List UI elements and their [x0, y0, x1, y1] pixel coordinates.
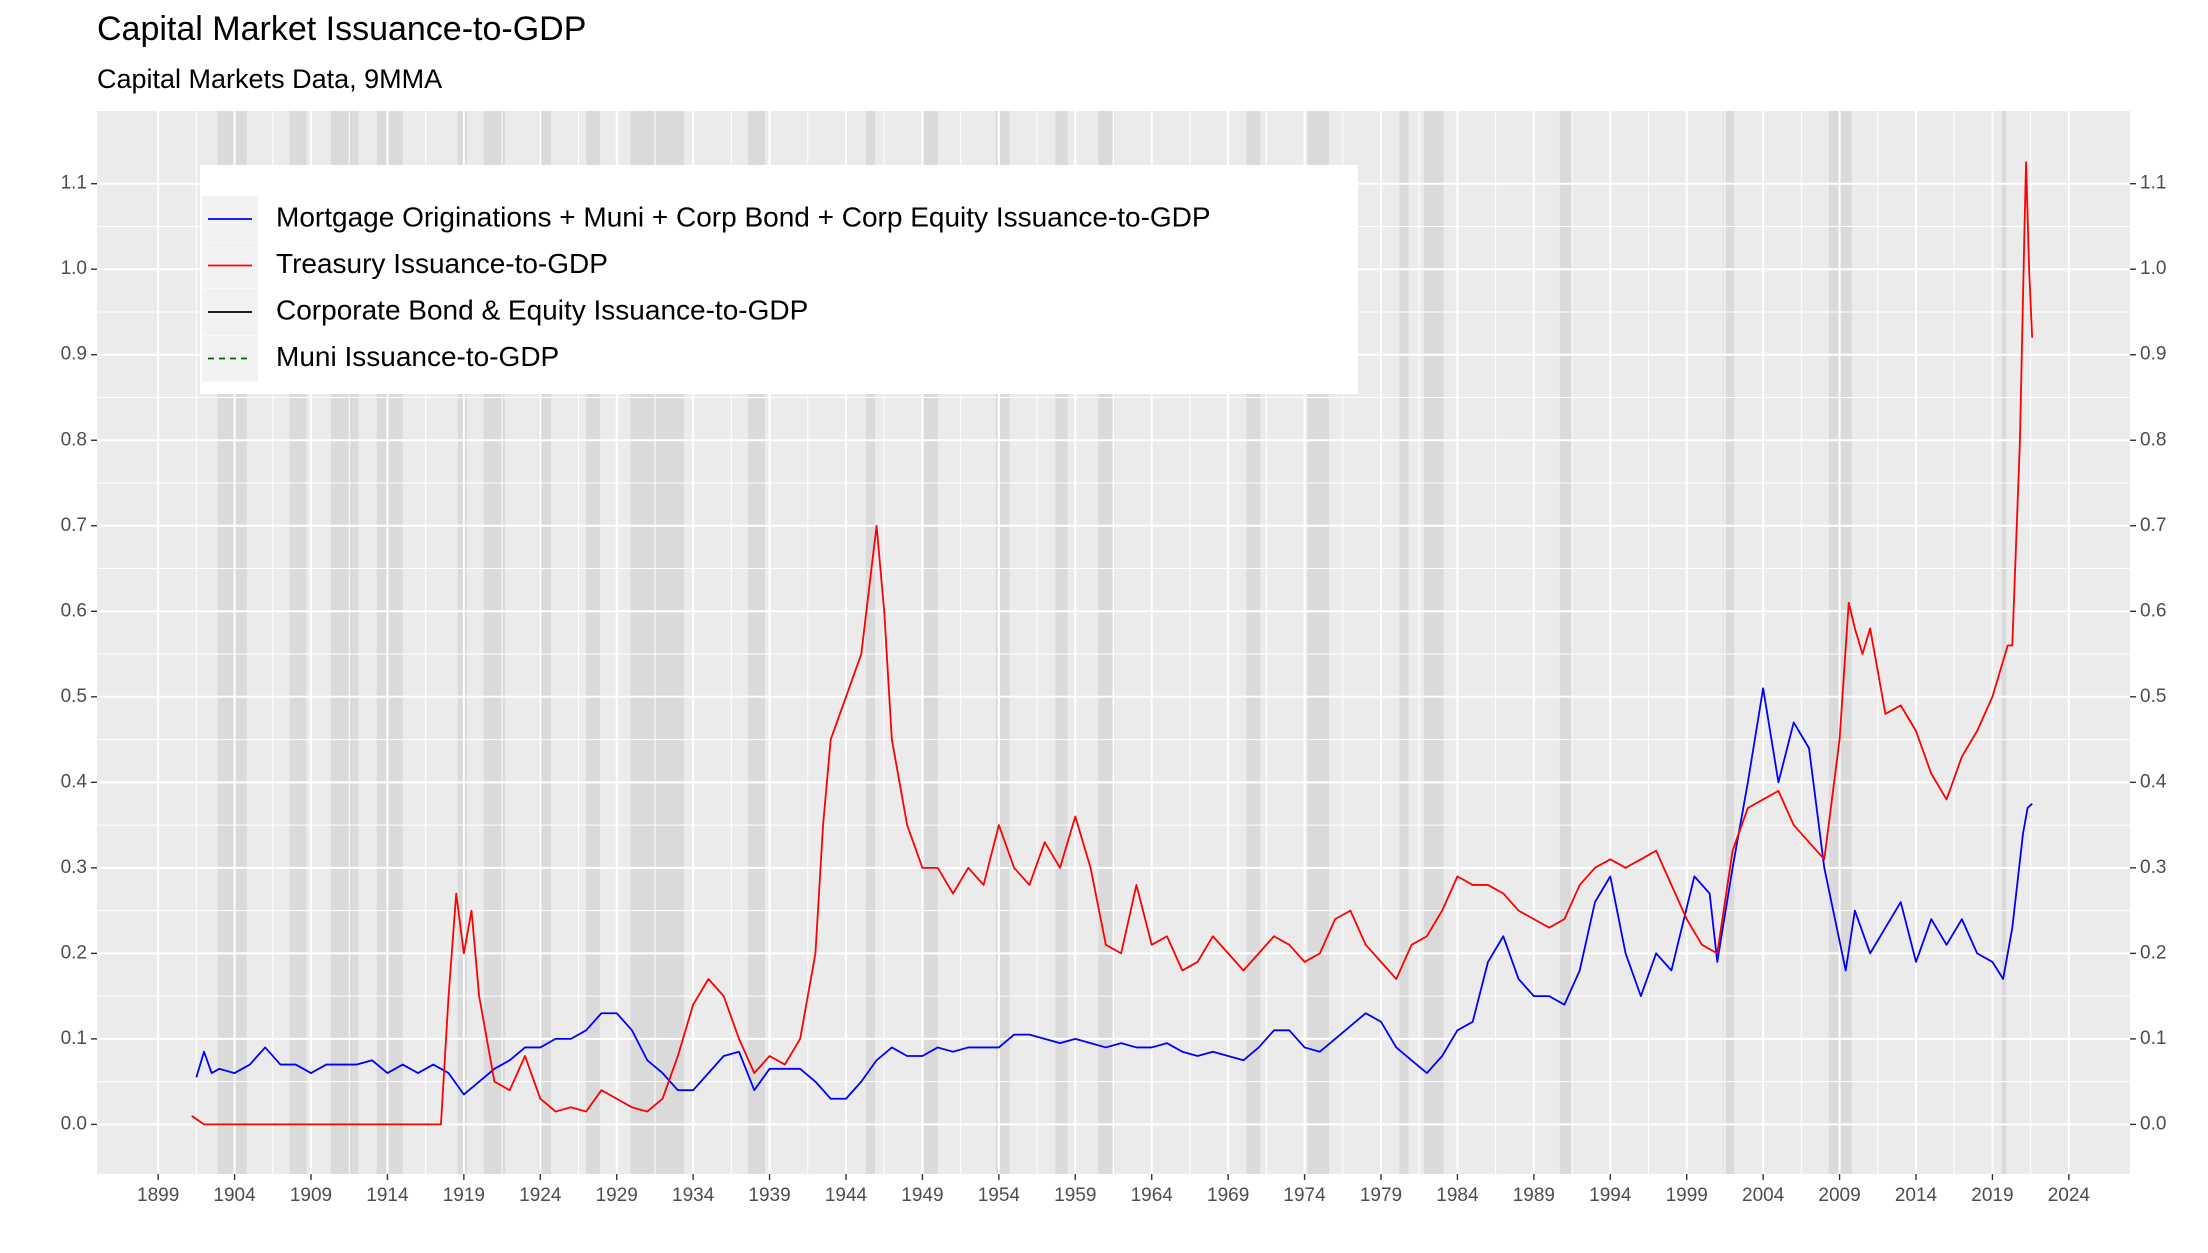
y-tick-label: 0.6 — [61, 600, 87, 621]
recession-band — [865, 111, 876, 1174]
recession-band — [1559, 111, 1573, 1174]
y-tick-label: 0.1 — [61, 1028, 87, 1049]
recession-band — [1423, 111, 1444, 1174]
x-tick-label: 2019 — [1971, 1185, 2013, 1206]
x-tick-label: 1984 — [1436, 1185, 1479, 1206]
y-tick-label: 0.9 — [61, 344, 87, 365]
x-tick-label: 2009 — [1818, 1185, 1860, 1206]
y2-tick-label: 0.9 — [2140, 344, 2166, 365]
y2-tick-label: 0.3 — [2140, 857, 2166, 878]
x-tick-label: 1914 — [366, 1185, 409, 1206]
y2-tick-label: 1.0 — [2140, 258, 2166, 279]
y-tick-label: 1.1 — [61, 173, 87, 194]
series-line — [191, 161, 2034, 1126]
x-tick-label: 1979 — [1360, 1185, 1402, 1206]
x-tick-label: 1954 — [978, 1185, 1021, 1206]
y2-tick-label: 0.8 — [2140, 429, 2166, 450]
x-tick-label: 1959 — [1054, 1185, 1096, 1206]
recession-band — [1399, 111, 1409, 1174]
x-tick-label: 1969 — [1207, 1185, 1249, 1206]
legend-label: Corporate Bond & Equity Issuance-to-GDP — [276, 294, 808, 325]
y2-tick-label: 0.1 — [2140, 1028, 2166, 1049]
x-tick-label: 1924 — [519, 1185, 562, 1206]
recession-band — [1723, 111, 1735, 1174]
y2-tick-label: 0.2 — [2140, 942, 2166, 963]
x-tick-label: 1999 — [1666, 1185, 1708, 1206]
y2-tick-label: 0.6 — [2140, 600, 2166, 621]
x-tick-label: 1899 — [137, 1185, 179, 1206]
y-tick-label: 0.5 — [61, 686, 87, 707]
y2-tick-label: 0.0 — [2140, 1113, 2166, 1134]
recession-band — [457, 111, 467, 1174]
y-tick-label: 0.4 — [61, 771, 88, 792]
legend-label: Treasury Issuance-to-GDP — [276, 248, 608, 279]
x-tick-label: 1994 — [1589, 1185, 1632, 1206]
x-tick-label: 1929 — [596, 1185, 638, 1206]
x-tick-label: 1974 — [1283, 1185, 1326, 1206]
chart-title: Capital Market Issuance-to-GDP — [97, 10, 586, 48]
x-tick-label: 1944 — [825, 1185, 868, 1206]
x-tick-label: 1989 — [1513, 1185, 1555, 1206]
y-tick-label: 0.8 — [61, 429, 87, 450]
x-tick-label: 1939 — [748, 1185, 790, 1206]
line-layer — [191, 161, 2034, 1126]
x-tick-label: 1919 — [443, 1185, 485, 1206]
y2-tick-label: 0.7 — [2140, 515, 2166, 536]
x-tick-label: 1949 — [901, 1185, 943, 1206]
legend: Mortgage Originations + Muni + Corp Bond… — [200, 165, 1358, 394]
x-tick-label: 2014 — [1895, 1185, 1938, 1206]
x-tick-label: 1964 — [1131, 1185, 1174, 1206]
y-tick-label: 0.2 — [61, 942, 87, 963]
y-tick-label: 0.3 — [61, 857, 87, 878]
x-tick-label: 1904 — [213, 1185, 256, 1206]
legend-label: Muni Issuance-to-GDP — [276, 341, 559, 372]
y2-tick-label: 1.1 — [2140, 173, 2166, 194]
x-tick-label: 2024 — [2048, 1185, 2091, 1206]
legend-box — [200, 165, 1358, 394]
x-tick-label: 2004 — [1742, 1185, 1785, 1206]
y2-tick-label: 0.5 — [2140, 686, 2166, 707]
y-tick-label: 1.0 — [61, 258, 87, 279]
x-tick-label: 1934 — [672, 1185, 715, 1206]
x-tick-label: 1909 — [290, 1185, 332, 1206]
y-tick-label: 0.7 — [61, 515, 87, 536]
recession-band — [2001, 111, 2007, 1174]
y-tick-label: 0.0 — [61, 1113, 87, 1134]
axis-layer: 0.0 0.1 0.2 0.3 0.4 0.5 0.6 0.7 0.8 0.9 1.0 1.1 0.0 0… — [61, 173, 2167, 1206]
y2-tick-label: 0.4 — [2140, 771, 2167, 792]
legend-label: Mortgage Originations + Muni + Corp Bond… — [276, 201, 1211, 232]
series-line — [195, 687, 2033, 1100]
chart-subtitle: Capital Markets Data, 9MMA — [97, 64, 442, 94]
